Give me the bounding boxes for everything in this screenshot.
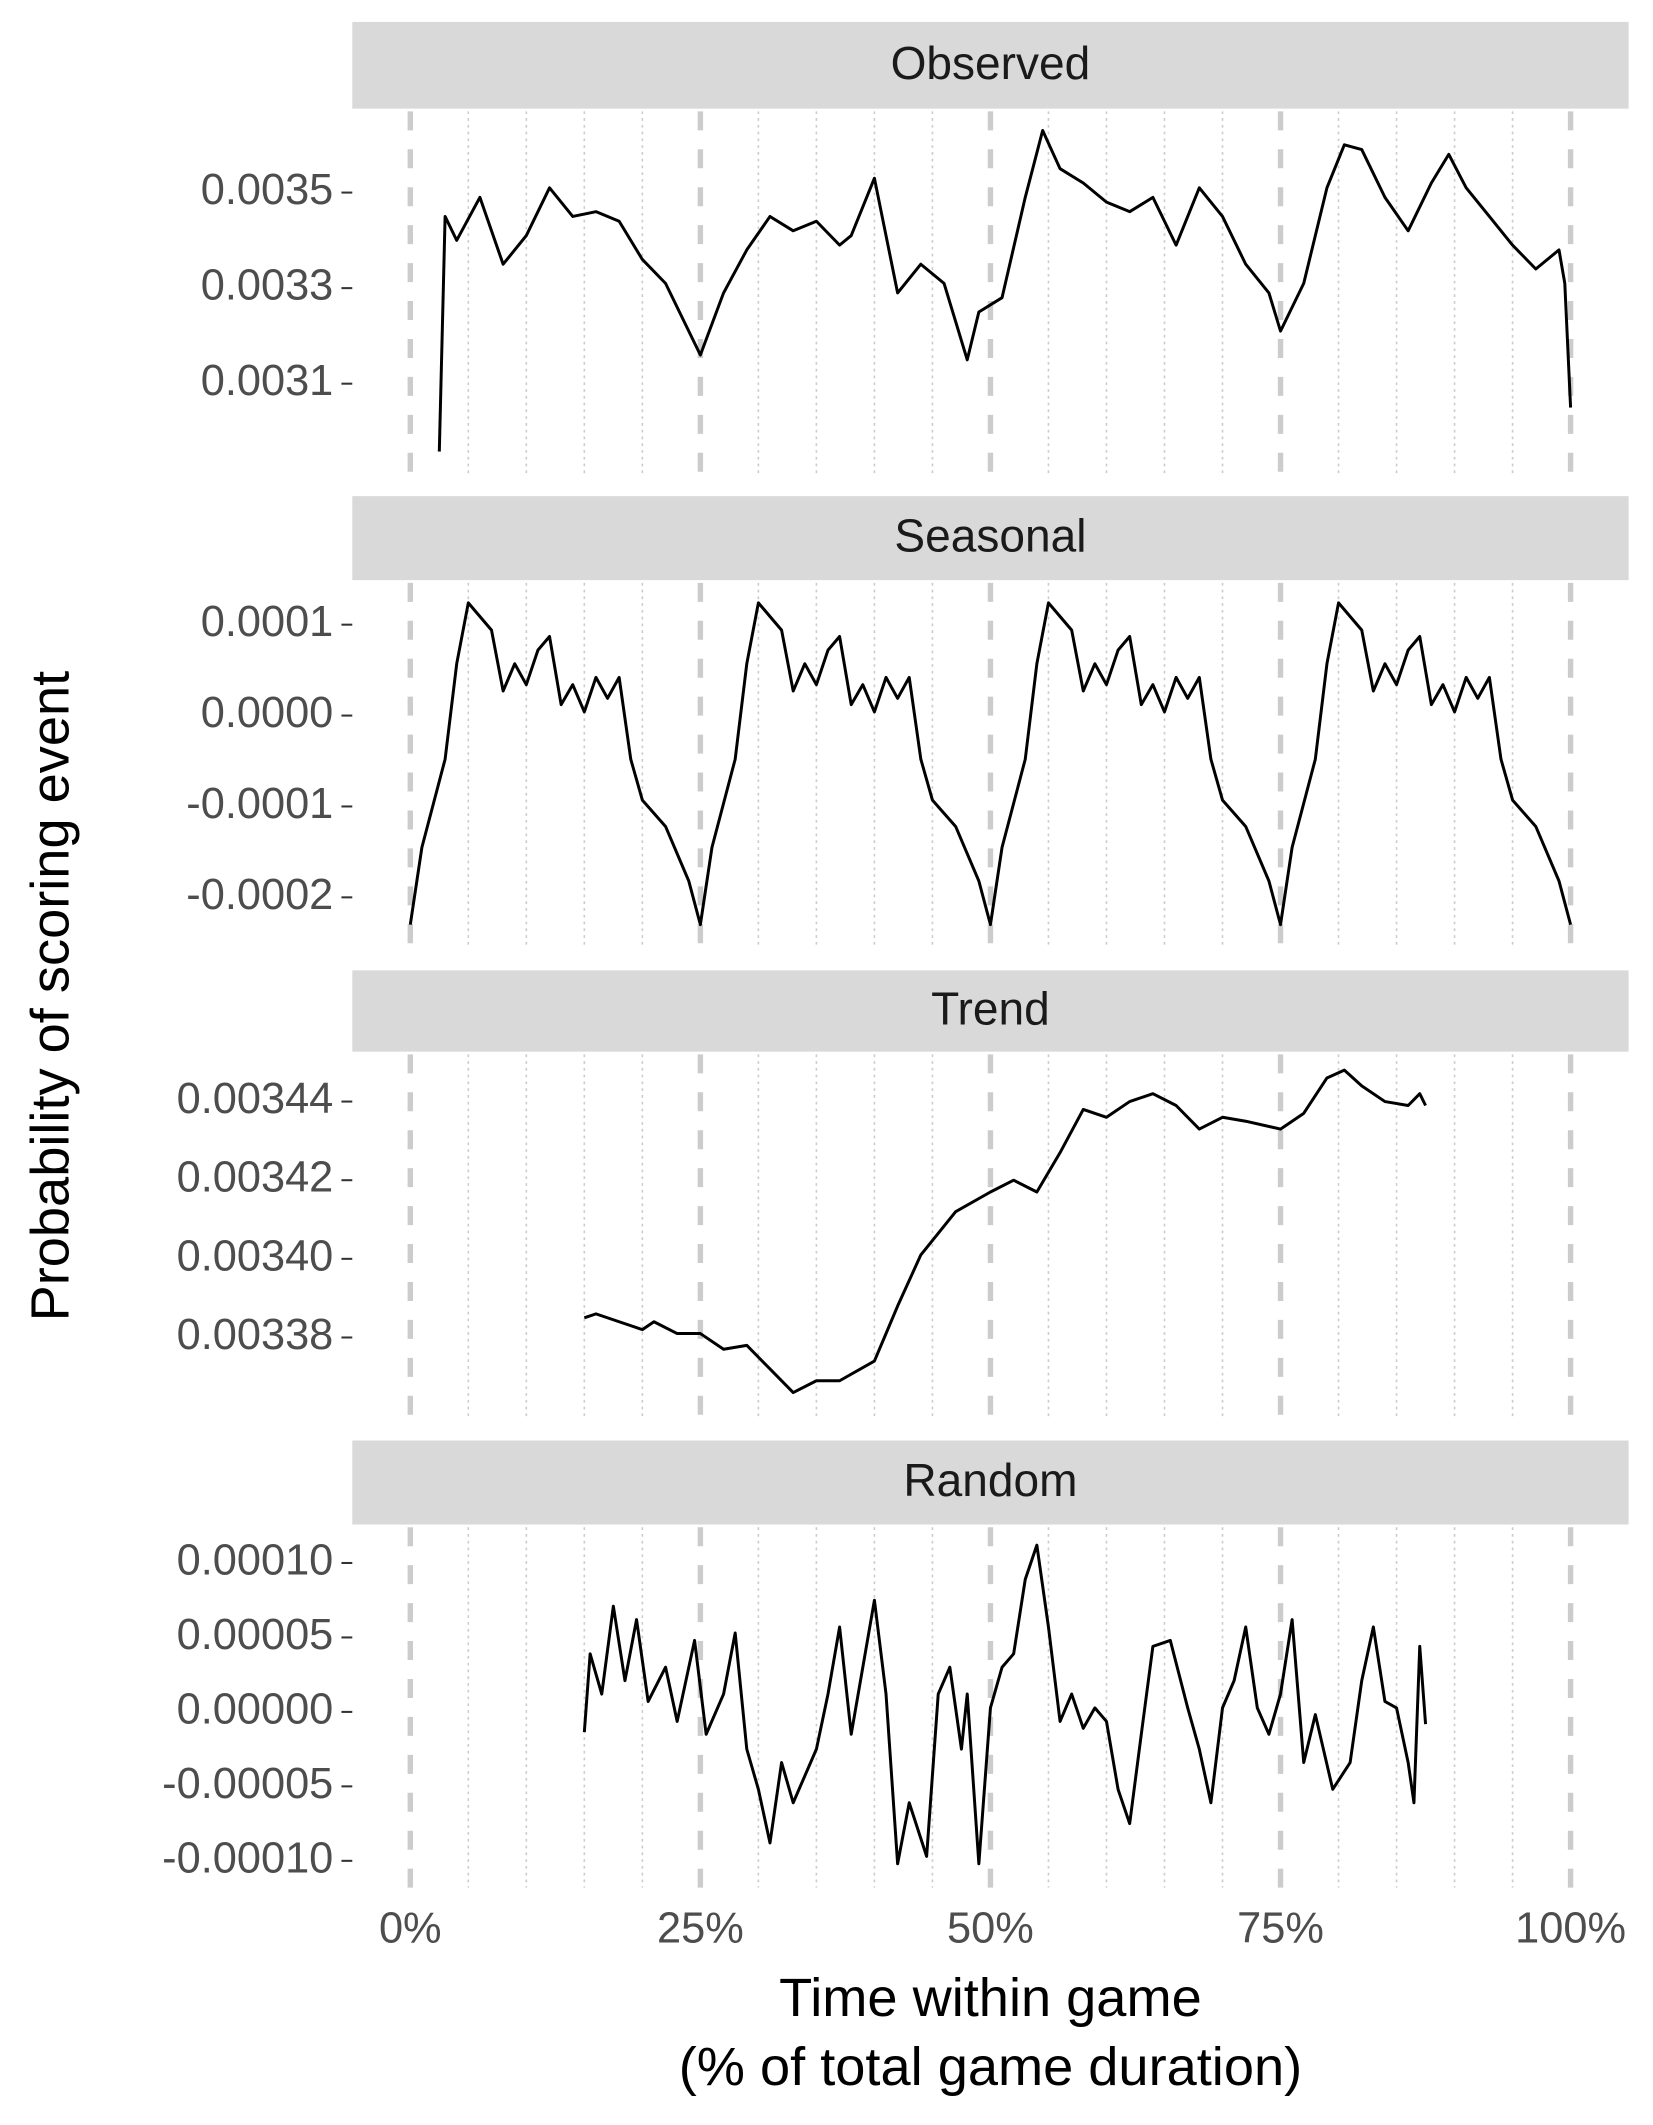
data-line: [582, 1543, 1428, 1866]
y-tick-label: 0.0000: [201, 689, 334, 737]
x-tick-label: 50%: [947, 1904, 1034, 1952]
y-tick-label: 0.0035: [201, 166, 334, 214]
data-line: [583, 1068, 1427, 1395]
strip-label: Seasonal: [894, 510, 1086, 562]
y-tick-label: 0.00338: [177, 1311, 334, 1359]
x-tick-label: 0%: [379, 1904, 442, 1952]
y-tick-label: -0.00010: [162, 1834, 333, 1882]
data-line: [408, 601, 1573, 927]
x-axis-title: (% of total game duration): [679, 2037, 1302, 2097]
y-tick-label: -0.0002: [186, 871, 333, 919]
y-tick-label: 0.00000: [177, 1685, 334, 1733]
y-tick-label: 0.00340: [177, 1232, 334, 1280]
strip-label: Random: [903, 1454, 1077, 1506]
y-tick-label: -0.00005: [162, 1760, 333, 1808]
y-tick-label: 0.0001: [201, 598, 334, 646]
x-tick-label: 100%: [1515, 1904, 1626, 1952]
x-tick-label: 25%: [657, 1904, 744, 1952]
y-tick-label: 0.00344: [177, 1075, 334, 1123]
strip: [352, 21, 1629, 109]
y-axis-title: Probability of scoring event: [21, 671, 81, 1322]
x-axis-title: Time within game: [779, 1968, 1202, 2028]
strip-label: Observed: [891, 37, 1091, 89]
strip-label: Trend: [931, 983, 1050, 1035]
x-tick-label: 75%: [1237, 1904, 1324, 1952]
strip: [352, 496, 1629, 581]
y-tick-label: 0.00005: [177, 1611, 334, 1659]
data-line: [437, 128, 1573, 452]
strip: [352, 1440, 1629, 1525]
strip: [352, 970, 1629, 1052]
y-tick-label: 0.00342: [177, 1154, 334, 1202]
y-tick-label: -0.0001: [186, 780, 333, 828]
y-tick-label: 0.00010: [177, 1536, 334, 1584]
y-tick-label: 0.0033: [201, 262, 334, 310]
y-tick-label: 0.0031: [201, 357, 334, 405]
